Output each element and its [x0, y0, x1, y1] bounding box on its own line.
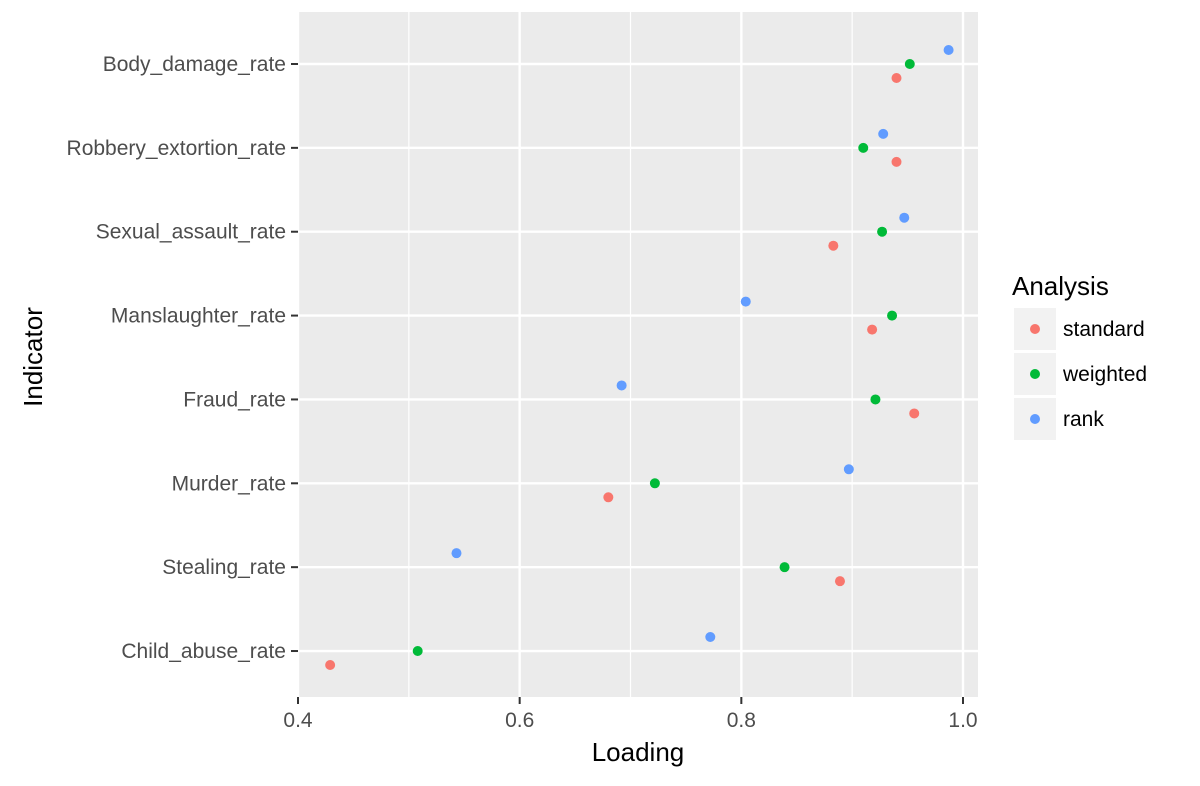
data-point-rank	[616, 380, 627, 391]
data-point-weighted	[887, 310, 898, 321]
y-tick-label: Fraud_rate	[183, 388, 286, 411]
data-point-rank	[943, 45, 954, 55]
y-tick-label: Manslaughter_rate	[111, 305, 286, 328]
x-axis: 0.4 0.6 0.8 1.0	[283, 697, 978, 732]
legend-label: rank	[1063, 408, 1104, 431]
legend-label: standard	[1063, 318, 1145, 341]
x-tick-label: 0.8	[727, 709, 756, 732]
y-tick-label: Stealing_rate	[162, 556, 286, 579]
data-point-standard	[828, 240, 839, 251]
data-point-rank	[705, 632, 716, 643]
legend-key-point	[1030, 324, 1040, 334]
data-point-weighted	[649, 478, 660, 489]
data-points	[325, 45, 954, 671]
legend-key-point	[1030, 369, 1040, 379]
legend-key-point	[1030, 414, 1040, 424]
y-tick-label: Child_abuse_rate	[121, 640, 286, 663]
data-point-weighted	[779, 562, 790, 573]
data-point-standard	[603, 492, 614, 503]
y-tick-label: Body_damage_rate	[103, 53, 286, 76]
y-axis-title: Indicator	[18, 307, 48, 407]
data-point-standard	[891, 156, 902, 167]
data-point-standard	[325, 660, 336, 671]
legend-title: Analysis	[1012, 271, 1109, 301]
data-point-rank	[451, 548, 462, 559]
legend-label: weighted	[1062, 363, 1147, 386]
data-point-weighted	[877, 226, 888, 237]
x-tick-label: 0.4	[283, 709, 313, 732]
data-point-weighted	[858, 142, 869, 153]
legend: Analysis standard weighted rank	[1012, 271, 1147, 440]
data-point-standard	[891, 73, 902, 83]
x-tick-label: 0.6	[505, 709, 534, 732]
legend-items: standard weighted rank	[1014, 308, 1147, 440]
grid-lines	[296, 12, 978, 697]
data-point-standard	[909, 408, 920, 419]
data-point-rank	[843, 464, 854, 475]
x-tick-label: 1.0	[948, 709, 977, 732]
y-tick-label: Murder_rate	[172, 472, 286, 495]
data-point-standard	[867, 324, 878, 335]
data-point-standard	[834, 576, 845, 587]
data-point-weighted	[412, 646, 423, 657]
data-point-weighted	[904, 59, 915, 69]
y-tick-label: Sexual_assault_rate	[96, 221, 286, 244]
y-tick-label: Robbery_extortion_rate	[67, 137, 286, 160]
data-point-rank	[899, 212, 910, 223]
plot-panel	[298, 12, 978, 697]
y-axis: Body_damage_rate Robbery_extortion_rate Se…	[67, 53, 298, 663]
data-point-rank	[740, 296, 751, 307]
x-axis-title: Loading	[592, 737, 685, 767]
data-point-weighted	[870, 394, 881, 405]
data-point-rank	[878, 128, 889, 139]
